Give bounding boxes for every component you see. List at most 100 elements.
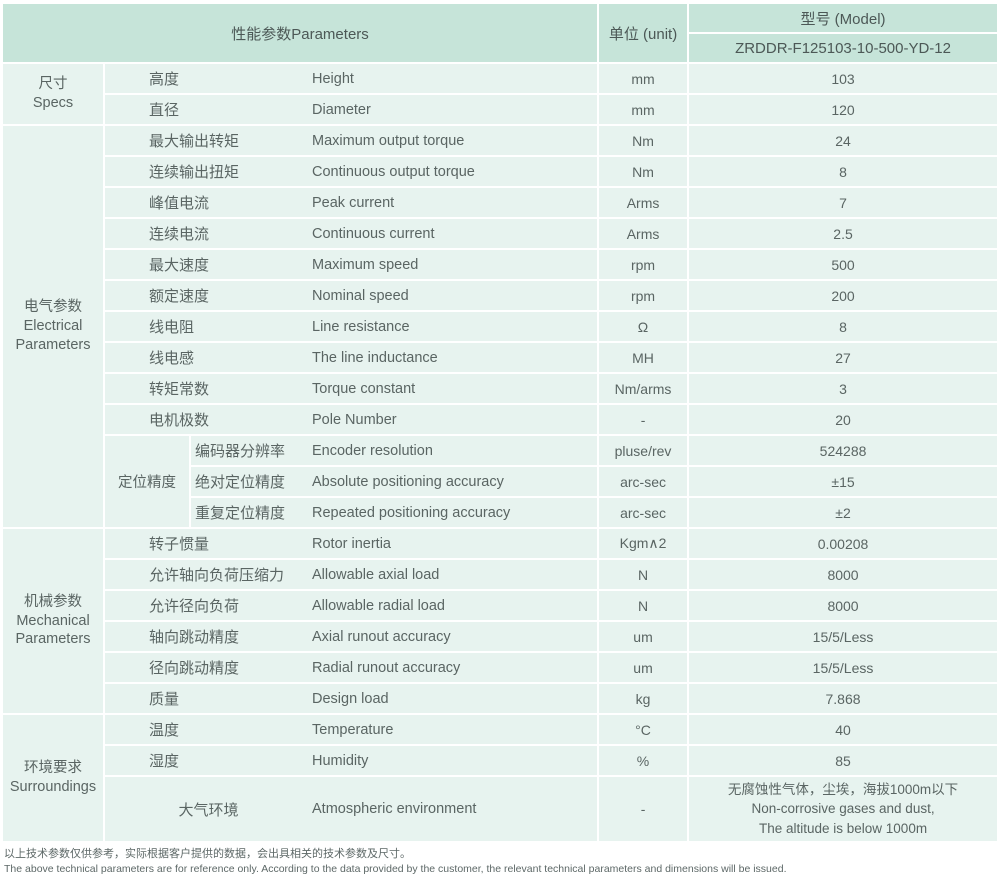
row-value: 15/5/Less xyxy=(689,653,998,682)
row-value: 2.5 xyxy=(689,219,998,248)
row-labels: 大气环境 Atmospheric environment xyxy=(105,777,598,841)
row-label-cn: 线电感 xyxy=(149,350,195,367)
table-row: 重复定位精度 Repeated positioning accuracy arc-… xyxy=(3,498,998,527)
row-labels: 轴向跳动精度 Axial runout accuracy xyxy=(105,622,598,651)
row-labels: 径向跳动精度 Radial runout accuracy xyxy=(105,653,598,682)
row-label-cn: 电机极数 xyxy=(149,412,210,429)
row-label-en: Encoder resolution xyxy=(312,442,433,459)
row-value: 无腐蚀性气体，尘埃，海拔1000m以下 Non-corrosive gases … xyxy=(689,777,998,841)
table-row: 机械参数 Mechanical Parameters 转子惯量 Rotor ine… xyxy=(3,529,998,713)
row-value: 3 xyxy=(689,374,998,403)
row-labels: 温度 Temperature xyxy=(105,715,598,744)
row-label-en: Temperature xyxy=(312,721,394,738)
row-label-en: Peak current xyxy=(312,194,395,211)
row-value: 15/5/Less xyxy=(689,622,998,651)
row-labels: 电机极数 Pole Number xyxy=(105,405,598,434)
row-label-en: Diameter xyxy=(312,101,371,118)
table-row: 直径 Diameter mm 120 xyxy=(3,95,998,124)
row-unit: arc-sec xyxy=(599,467,688,496)
row-labels: 允许轴向负荷压缩力 Allowable axial load xyxy=(105,560,598,589)
row-unit: Kgm∧2 xyxy=(599,529,688,558)
row-value: 7 xyxy=(689,188,998,217)
row-label-cn: 湿度 xyxy=(149,753,180,770)
row-unit: Nm xyxy=(599,126,688,155)
section-surroundings: 环境要求 Surroundings xyxy=(3,715,103,841)
row-labels: 峰值电流 Peak current xyxy=(105,188,598,217)
section-label-cn: 机械参数 xyxy=(24,593,82,610)
row-labels: 额定速度 Nominal speed xyxy=(105,281,598,310)
row-label-cn: 重复定位精度 xyxy=(195,505,286,522)
row-unit: % xyxy=(599,746,688,775)
row-label-cn: 编码器分辨率 xyxy=(195,443,286,460)
table-row: 电气参数 Electrical Parameters 最大输出转矩 Maximum… xyxy=(3,126,998,527)
row-label-cn: 质量 xyxy=(149,691,180,708)
footnote-line-en: The above technical parameters are for r… xyxy=(4,862,787,875)
row-label-en: Nominal speed xyxy=(312,287,409,304)
table-row: 允许轴向负荷压缩力 Allowable axial load N 8000 xyxy=(3,560,998,589)
section-label-cn: 尺寸 xyxy=(38,76,68,93)
positioning-accuracy-group: 定位精度 xyxy=(105,436,189,527)
row-unit: N xyxy=(599,591,688,620)
section-label-en: Mechanical Parameters xyxy=(15,612,91,648)
row-labels: 直径 Diameter xyxy=(105,95,598,124)
row-value: 8 xyxy=(689,157,998,186)
row-value: 500 xyxy=(689,250,998,279)
row-value: 103 xyxy=(689,64,998,93)
row-unit: mm xyxy=(599,64,688,93)
row-labels: 编码器分辨率 Encoder resolution xyxy=(191,436,598,465)
table-row: 连续输出扭矩 Continuous output torque Nm 8 xyxy=(3,157,998,186)
row-label-cn: 绝对定位精度 xyxy=(195,474,286,491)
row-value: ±15 xyxy=(689,467,998,496)
row-unit: pluse/rev xyxy=(599,436,688,465)
row-labels: 线电感 The line inductance xyxy=(105,343,598,372)
row-labels: 连续输出扭矩 Continuous output torque xyxy=(105,157,598,186)
row-label-cn: 线电阻 xyxy=(149,319,195,336)
table-row: 径向跳动精度 Radial runout accuracy um 15/5/Les… xyxy=(3,653,998,682)
row-label-en: Repeated positioning accuracy xyxy=(312,504,511,521)
table-row: 定位精度 编码器分辨率 Encoder resolution pluse/rev … xyxy=(3,436,998,527)
row-unit: Arms xyxy=(599,188,688,217)
table-row: 连续电流 Continuous current Arms 2.5 xyxy=(3,219,998,248)
spec-table: 性能参数Parameters 单位 (unit) 型号 (Model) ZRDD… xyxy=(1,2,999,843)
row-label-cn: 径向跳动精度 xyxy=(149,660,240,677)
row-label-en: The line inductance xyxy=(312,349,438,366)
row-value: 7.868 xyxy=(689,684,998,713)
row-label-en: Design load xyxy=(312,690,389,707)
row-label-cn: 连续电流 xyxy=(149,226,210,243)
row-label-en: Line resistance xyxy=(312,318,410,335)
table-row: 转矩常数 Torque constant Nm/arms 3 xyxy=(3,374,998,403)
value-line: The altitude is below 1000m xyxy=(758,820,928,836)
row-label-en: Allowable radial load xyxy=(312,597,445,614)
row-label-cn: 允许径向负荷 xyxy=(149,598,240,615)
row-unit: N xyxy=(599,560,688,589)
table-row: 尺寸 Specs 高度 Height mm 103 xyxy=(3,64,998,124)
table-row: 绝对定位精度 Absolute positioning accuracy arc-… xyxy=(3,467,998,496)
row-labels: 质量 Design load xyxy=(105,684,598,713)
row-unit: kg xyxy=(599,684,688,713)
row-unit: Nm xyxy=(599,157,688,186)
header-row-2: ZRDDR-F125103-10-500-YD-12 xyxy=(3,34,998,62)
table-row: 最大速度 Maximum speed rpm 500 xyxy=(3,250,998,279)
value-line: 无腐蚀性气体，尘埃，海拔1000m以下 xyxy=(727,782,959,798)
row-labels: 湿度 Humidity xyxy=(105,746,598,775)
row-value: 24 xyxy=(689,126,998,155)
row-labels: 重复定位精度 Repeated positioning accuracy xyxy=(191,498,598,527)
row-unit: Nm/arms xyxy=(599,374,688,403)
row-label-cn: 最大速度 xyxy=(149,257,210,274)
parameters-header: 性能参数Parameters xyxy=(3,4,598,62)
row-label-cn: 温度 xyxy=(149,722,180,739)
row-label-en: Axial runout accuracy xyxy=(312,628,451,645)
row-value: 20 xyxy=(689,405,998,434)
value-line: Non-corrosive gases and dust, xyxy=(751,801,935,817)
row-labels: 最大输出转矩 Maximum output torque xyxy=(105,126,598,155)
row-value: 0.00208 xyxy=(689,529,998,558)
footnote: 以上技术参数仅供参考，实际根据客户提供的数据，会出具相关的技术参数及尺寸。 Th… xyxy=(4,847,1000,876)
row-unit: °C xyxy=(599,715,688,744)
row-label-cn: 最大输出转矩 xyxy=(149,133,240,150)
row-value: 120 xyxy=(689,95,998,124)
row-labels: 绝对定位精度 Absolute positioning accuracy xyxy=(191,467,598,496)
section-label-cn: 电气参数 xyxy=(24,299,82,316)
row-value: 85 xyxy=(689,746,998,775)
model-header: 型号 (Model) xyxy=(689,4,998,32)
row-label-cn: 转子惯量 xyxy=(149,536,210,553)
